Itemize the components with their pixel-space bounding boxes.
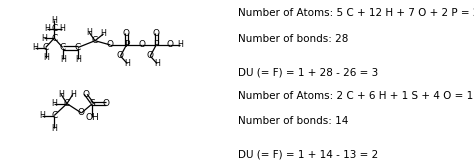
Text: H: H bbox=[154, 59, 160, 68]
Text: H: H bbox=[75, 55, 81, 64]
Text: C: C bbox=[64, 99, 70, 108]
Text: P: P bbox=[154, 40, 159, 49]
Text: H: H bbox=[45, 24, 50, 33]
Text: O: O bbox=[166, 40, 173, 49]
Text: O: O bbox=[123, 29, 130, 38]
Text: C: C bbox=[92, 36, 98, 45]
Text: O: O bbox=[102, 99, 109, 108]
Text: O: O bbox=[138, 40, 145, 49]
Text: H: H bbox=[41, 34, 47, 43]
Text: C: C bbox=[60, 43, 66, 52]
Text: C: C bbox=[51, 24, 57, 33]
Text: C: C bbox=[75, 43, 81, 52]
Text: H: H bbox=[39, 111, 45, 120]
Text: H: H bbox=[43, 53, 49, 62]
Text: Number of Atoms: 2 C + 6 H + 1 S + 4 O = 13: Number of Atoms: 2 C + 6 H + 1 S + 4 O =… bbox=[238, 91, 474, 101]
Text: O: O bbox=[107, 40, 114, 49]
Text: H: H bbox=[33, 43, 38, 52]
Text: O: O bbox=[153, 29, 160, 38]
Text: H: H bbox=[59, 24, 65, 33]
Text: H: H bbox=[51, 99, 57, 108]
Text: C: C bbox=[51, 111, 57, 120]
Text: C: C bbox=[43, 43, 49, 52]
Text: DU (= F) = 1 + 28 - 26 = 3: DU (= F) = 1 + 28 - 26 = 3 bbox=[238, 67, 378, 77]
Text: H: H bbox=[51, 16, 57, 25]
Text: H: H bbox=[86, 28, 92, 37]
Text: Number of Atoms: 5 C + 12 H + 7 O + 2 P = 26: Number of Atoms: 5 C + 12 H + 7 O + 2 P … bbox=[238, 8, 474, 18]
Text: H: H bbox=[51, 124, 57, 133]
Text: O: O bbox=[78, 109, 85, 117]
Text: S: S bbox=[90, 99, 95, 108]
Text: H: H bbox=[60, 55, 65, 64]
Text: O: O bbox=[147, 52, 154, 60]
Text: O: O bbox=[82, 90, 89, 99]
Text: H: H bbox=[100, 29, 107, 38]
Text: H: H bbox=[70, 90, 76, 99]
Text: O: O bbox=[117, 52, 124, 60]
Text: H: H bbox=[177, 40, 183, 49]
Text: Number of bonds: 28: Number of bonds: 28 bbox=[238, 34, 348, 44]
Text: OH: OH bbox=[86, 113, 100, 122]
Text: C: C bbox=[51, 34, 57, 43]
Text: DU (= F) = 1 + 14 - 13 = 2: DU (= F) = 1 + 14 - 13 = 2 bbox=[238, 150, 378, 160]
Text: P: P bbox=[124, 40, 129, 49]
Text: Number of bonds: 14: Number of bonds: 14 bbox=[238, 116, 348, 126]
Text: H: H bbox=[58, 90, 64, 99]
Text: H: H bbox=[124, 59, 130, 68]
